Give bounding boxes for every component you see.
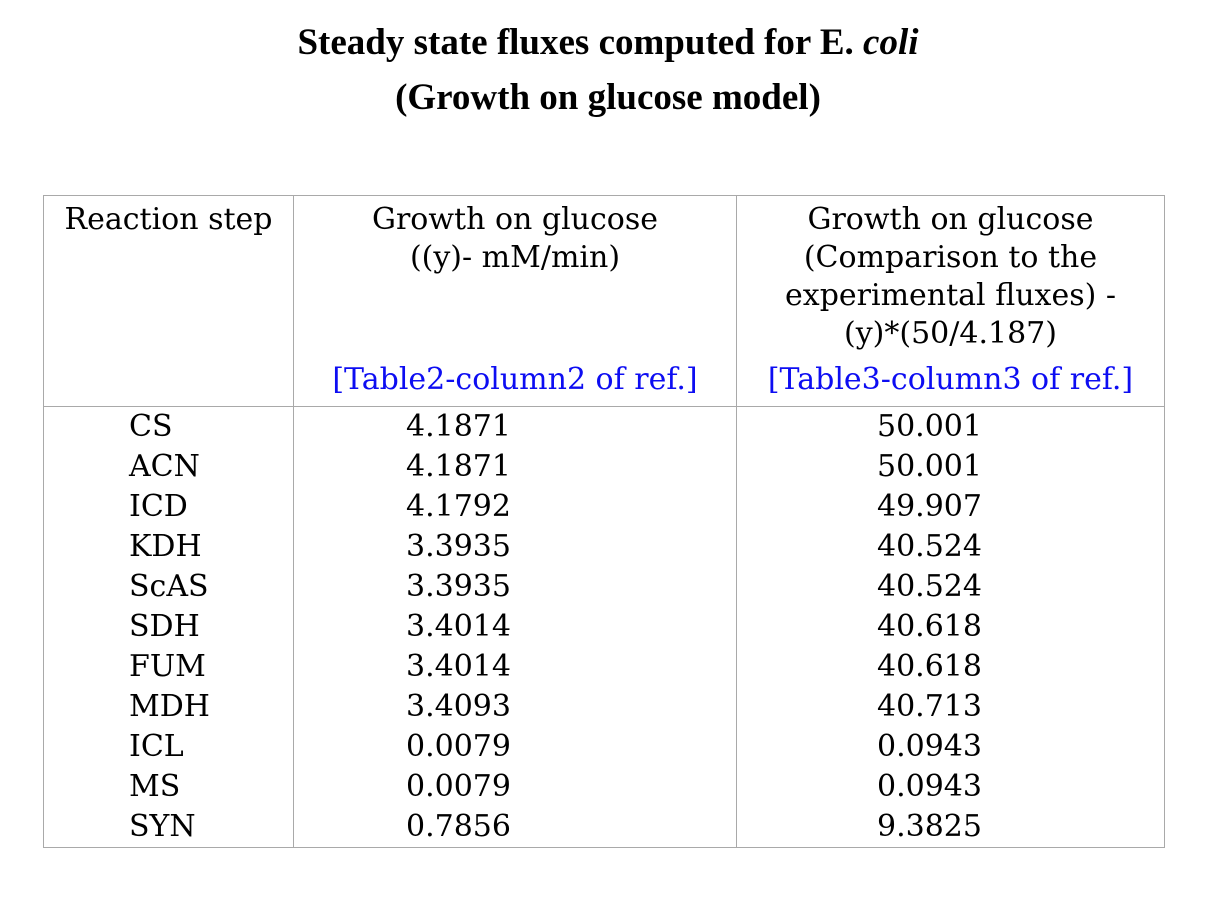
table-row: MDH 3.4093 40.713 (44, 687, 1165, 727)
page-title-line2: (Growth on glucose model) (395, 77, 821, 118)
header-row: Reaction step Growth on glucose ((y)- mM… (43, 195, 1165, 407)
title-species-italic: coli (863, 22, 919, 63)
table-row: SDH 3.4014 40.618 (44, 607, 1165, 647)
cell-comparison-flux: 9.3825 (736, 807, 1165, 848)
table-row: FUM 3.4014 40.618 (44, 647, 1165, 687)
cell-reaction-step: FUM (129, 649, 206, 684)
cell-reaction-step: KDH (129, 529, 202, 564)
table-row: ICD 4.1792 49.907 (44, 487, 1165, 527)
flux-table: Reaction step Growth on glucose ((y)- mM… (43, 195, 1165, 848)
cell-glucose-flux: 4.1792 (293, 487, 737, 527)
cell-glucose-flux: 3.3935 (293, 527, 737, 567)
cell-comparison-flux: 0.0943 (736, 727, 1165, 767)
cell-comparison-flux: 40.618 (736, 647, 1165, 687)
cell-reaction-step: ICD (129, 489, 188, 524)
col-header-glucose-flux: Growth on glucose ((y)- mM/min) [Table2-… (293, 195, 737, 407)
header-text-block: Reaction step (44, 201, 293, 239)
cell-reaction-step: MS (129, 769, 181, 804)
cell-glucose-flux: 3.4093 (293, 687, 737, 727)
table-row: KDH 3.3935 40.524 (44, 527, 1165, 567)
page-title-line1: Steady state fluxes computed for E. coli (0, 20, 1216, 66)
col-header-reaction-step: Reaction step (43, 195, 294, 407)
table-row: SYN 0.7856 9.3825 (44, 807, 1165, 848)
cell-comparison-flux: 50.001 (736, 406, 1165, 447)
table2-ref-link[interactable]: [Table2-column2 of ref.] (332, 362, 698, 397)
cell-reaction-step: ScAS (129, 569, 209, 604)
header-text-block: Growth on glucose (Comparison to the exp… (737, 201, 1164, 353)
header-text-block: Growth on glucose ((y)- mM/min) (294, 201, 736, 277)
cell-glucose-flux: 3.4014 (293, 607, 737, 647)
header-line: ((y)- mM/min) (409, 240, 621, 275)
cell-glucose-flux: 4.1871 (293, 406, 737, 447)
header-line: Growth on glucose (807, 202, 1094, 237)
table-row: MS 0.0079 0.0943 (44, 767, 1165, 807)
col-header-comparison-flux: Growth on glucose (Comparison to the exp… (736, 195, 1165, 407)
cell-glucose-flux: 0.7856 (293, 807, 737, 848)
table-row: ScAS 3.3935 40.524 (44, 567, 1165, 607)
cell-comparison-flux: 40.618 (736, 607, 1165, 647)
cell-reaction-step: MDH (129, 689, 210, 724)
cell-glucose-flux: 3.4014 (293, 647, 737, 687)
page-title: Steady state fluxes computed for E. coli… (0, 0, 1216, 121)
header-line: experimental fluxes) - (785, 278, 1116, 313)
cell-reaction-step: ICL (129, 729, 184, 764)
cell-comparison-flux: 40.713 (736, 687, 1165, 727)
cell-comparison-flux: 50.001 (736, 447, 1165, 487)
table3-ref-link[interactable]: [Table3-column3 of ref.] (767, 362, 1134, 397)
cell-reaction-step: SYN (129, 809, 196, 844)
header-line: (Comparison to the (803, 240, 1098, 275)
table-row: ICL 0.0079 0.0943 (44, 727, 1165, 767)
cell-glucose-flux: 3.3935 (293, 567, 737, 607)
cell-comparison-flux: 40.524 (736, 567, 1165, 607)
header-line: Growth on glucose (371, 202, 658, 237)
cell-comparison-flux: 49.907 (736, 487, 1165, 527)
table-row: CS 4.1871 50.001 (44, 406, 1165, 447)
header-line: Reaction step (64, 202, 273, 237)
cell-glucose-flux: 0.0079 (293, 727, 737, 767)
cell-comparison-flux: 40.524 (736, 527, 1165, 567)
cell-comparison-flux: 0.0943 (736, 767, 1165, 807)
cell-glucose-flux: 4.1871 (293, 447, 737, 487)
cell-reaction-step: SDH (129, 609, 200, 644)
cell-glucose-flux: 0.0079 (293, 767, 737, 807)
cell-reaction-step: ACN (129, 449, 200, 484)
table-row: ACN 4.1871 50.001 (44, 447, 1165, 487)
header-line: (y)*(50/4.187) (844, 316, 1057, 351)
cell-reaction-step: CS (129, 409, 173, 444)
title-text-roman: Steady state fluxes computed for E. (297, 22, 854, 63)
